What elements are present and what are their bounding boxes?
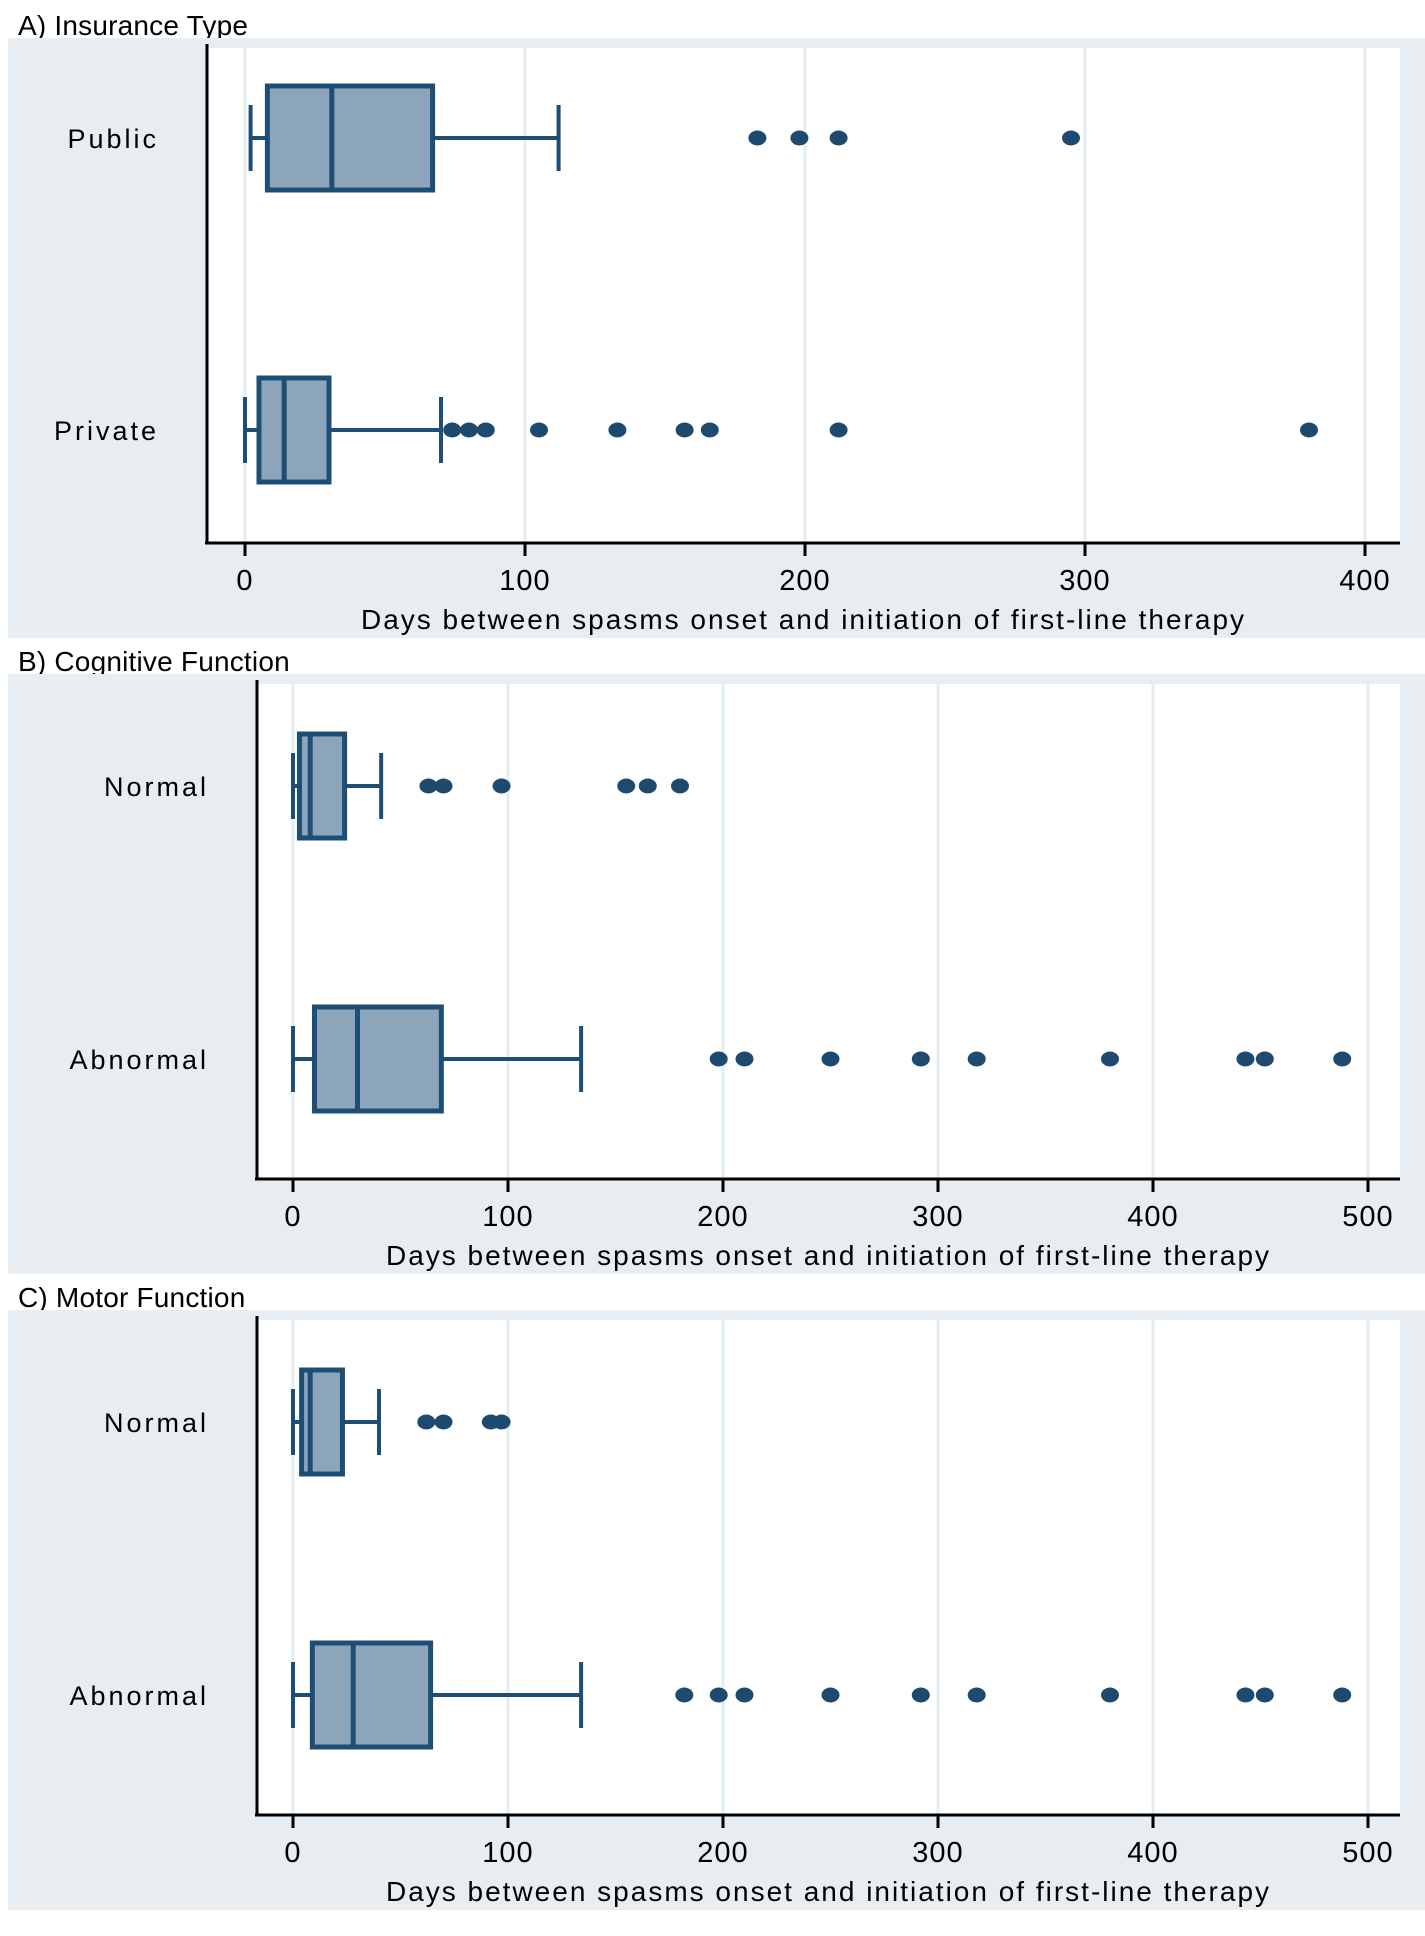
outlier-dot-private bbox=[700, 422, 719, 438]
outlier-dot-private bbox=[608, 422, 627, 438]
outlier-dot-normal bbox=[638, 778, 657, 794]
box-normal bbox=[296, 731, 348, 841]
x-axis-title: Days between spasms onset and initiation… bbox=[361, 604, 1246, 635]
panel-a: A) Insurance Type 0 100 200 300 400 Days betw… bbox=[0, 4, 1425, 638]
outlier-dot-normal bbox=[434, 1414, 453, 1430]
x-tick-label: 200 bbox=[779, 565, 830, 597]
plot-area bbox=[257, 1320, 1400, 1815]
outlier-dot-abnormal bbox=[1236, 1687, 1255, 1703]
x-tick-label: 500 bbox=[1342, 1201, 1393, 1233]
plot-area bbox=[257, 684, 1400, 1179]
outlier-dot-public bbox=[790, 130, 809, 146]
outlier-dot-abnormal bbox=[1255, 1051, 1274, 1067]
outlier-dot-private bbox=[443, 422, 462, 438]
category-label-normal: Normal bbox=[104, 772, 209, 802]
x-tick-label: 400 bbox=[1127, 1837, 1178, 1869]
category-label-abnormal: Abnormal bbox=[69, 1681, 209, 1711]
box-public bbox=[264, 83, 436, 193]
category-label-private: Private bbox=[54, 416, 159, 446]
outlier-dot-abnormal bbox=[1101, 1051, 1119, 1067]
x-tick-label: 100 bbox=[499, 565, 550, 597]
outlier-dot-abnormal bbox=[675, 1687, 694, 1703]
outlier-dot-abnormal bbox=[1333, 1051, 1352, 1067]
x-tick-label: 100 bbox=[482, 1837, 533, 1869]
outlier-dot-normal bbox=[492, 1414, 511, 1430]
x-tick-label: 0 bbox=[284, 1837, 301, 1869]
outlier-dot-abnormal bbox=[967, 1051, 986, 1067]
outlier-dot-public bbox=[829, 130, 848, 146]
x-tick-label: 300 bbox=[1059, 565, 1110, 597]
panel-c-title: C) Motor Function bbox=[18, 1282, 246, 1313]
panel-b-title: B) Cognitive Function bbox=[18, 646, 290, 677]
outlier-dot-abnormal bbox=[735, 1051, 754, 1067]
outlier-dot-abnormal bbox=[709, 1687, 728, 1703]
panel-b: B) Cognitive Function 0 100 200 300 400 500 Da… bbox=[0, 640, 1425, 1274]
outlier-dot-abnormal bbox=[1236, 1051, 1255, 1067]
panel-c: C) Motor Function 0 100 200 300 400 500 Days b… bbox=[0, 1276, 1425, 1910]
outlier-dot-private bbox=[1300, 422, 1318, 438]
outlier-dot-private bbox=[460, 422, 478, 438]
outlier-dot-public bbox=[748, 130, 767, 146]
category-label-public: Public bbox=[67, 124, 159, 154]
box-abnormal bbox=[312, 1004, 444, 1114]
x-tick-label: 100 bbox=[482, 1201, 533, 1233]
outlier-dot-private bbox=[675, 422, 694, 438]
outlier-dot-abnormal bbox=[911, 1687, 930, 1703]
outlier-dot-abnormal bbox=[821, 1051, 840, 1067]
outlier-dot-abnormal bbox=[821, 1687, 840, 1703]
outlier-dot-abnormal bbox=[1255, 1687, 1274, 1703]
x-tick-label: 300 bbox=[912, 1837, 963, 1869]
x-axis-title: Days between spasms onset and initiation… bbox=[386, 1240, 1271, 1271]
outlier-dot-private bbox=[476, 422, 495, 438]
box-private bbox=[256, 375, 332, 485]
x-tick-label: 400 bbox=[1339, 565, 1390, 597]
x-tick-label: 0 bbox=[236, 565, 253, 597]
outlier-dot-normal bbox=[419, 778, 438, 794]
x-tick-label: 400 bbox=[1127, 1201, 1178, 1233]
outlier-dot-abnormal bbox=[735, 1687, 754, 1703]
outlier-dot-abnormal bbox=[1101, 1687, 1119, 1703]
panel-a-title: A) Insurance Type bbox=[18, 10, 249, 41]
outlier-dot-abnormal bbox=[967, 1687, 986, 1703]
outlier-dot-normal bbox=[671, 778, 689, 794]
panel-b-boxplot-chart: 0 100 200 300 400 500 Days between spasms onse… bbox=[8, 674, 1425, 1274]
outlier-dot-private bbox=[829, 422, 848, 438]
outlier-dot-normal bbox=[417, 1414, 436, 1430]
category-label-abnormal: Abnormal bbox=[69, 1045, 209, 1075]
outlier-dot-private bbox=[530, 422, 548, 438]
outlier-dot-normal bbox=[492, 778, 511, 794]
x-tick-label: 500 bbox=[1342, 1837, 1393, 1869]
x-axis-title: Days between spasms onset and initiation… bbox=[386, 1876, 1271, 1907]
category-label-normal: Normal bbox=[104, 1408, 209, 1438]
x-tick-label: 0 bbox=[284, 1201, 301, 1233]
x-tick-label: 200 bbox=[697, 1201, 748, 1233]
outlier-dot-abnormal bbox=[709, 1051, 728, 1067]
panel-c-boxplot-chart: 0 100 200 300 400 500 Days between spasms onse… bbox=[8, 1310, 1425, 1910]
box-abnormal bbox=[309, 1640, 434, 1750]
outlier-dot-public bbox=[1062, 130, 1080, 146]
panel-a-boxplot-chart: 0 100 200 300 400 Days between spasms onset a… bbox=[8, 38, 1425, 638]
x-tick-label: 200 bbox=[697, 1837, 748, 1869]
outlier-dot-normal bbox=[434, 778, 453, 794]
x-tick-label: 300 bbox=[912, 1201, 963, 1233]
outlier-dot-abnormal bbox=[1333, 1687, 1352, 1703]
outlier-dot-abnormal bbox=[911, 1051, 930, 1067]
outlier-dot-normal bbox=[617, 778, 636, 794]
